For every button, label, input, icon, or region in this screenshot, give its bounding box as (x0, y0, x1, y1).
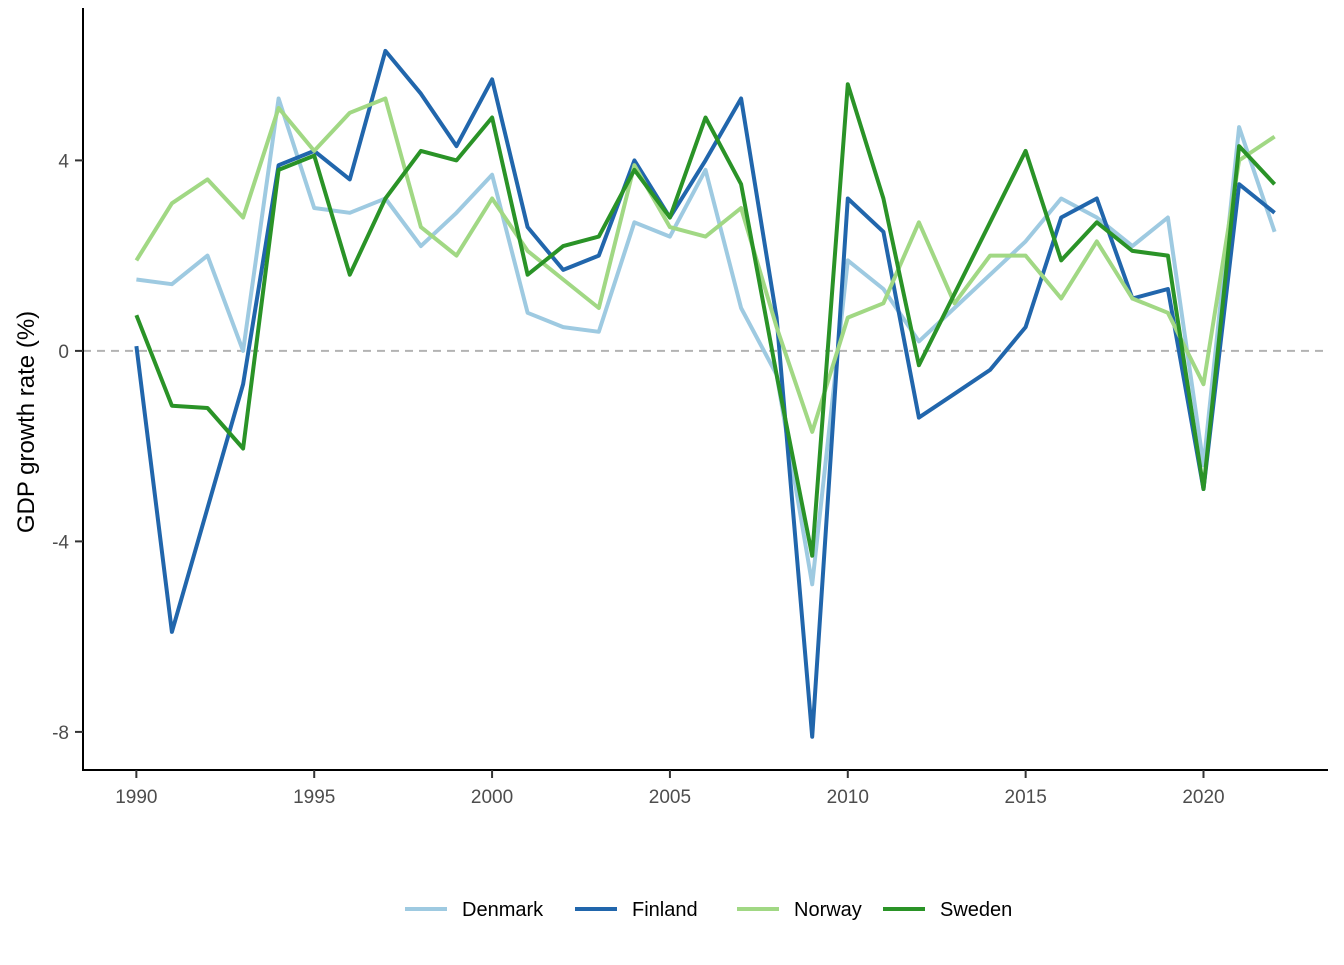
series-layer (134, 48, 1277, 739)
series-line-denmark (136, 96, 1277, 587)
y-tick-label: 4 (58, 151, 69, 172)
y-tick-label: 0 (58, 342, 69, 363)
series-line-norway (134, 96, 1276, 434)
legend: Denmark Finland Norway Sweden (405, 899, 1012, 921)
axis-layer: 1990 1995 2000 2005 2010 2015 2020 -8 -4 0 4 (52, 8, 1328, 808)
x-tick-label: 2020 (1182, 787, 1224, 808)
x-tick-label: 1990 (115, 787, 157, 808)
x-tick-label: 2015 (1005, 787, 1047, 808)
legend-label-denmark: Denmark (462, 899, 544, 921)
y-tick-label: -8 (52, 723, 69, 744)
x-tick-label: 2005 (649, 787, 691, 808)
y-tick-label: -4 (52, 532, 69, 553)
x-tick-label: 2000 (471, 787, 513, 808)
y-axis-title: GDP growth rate (%) (13, 311, 40, 533)
legend-label-norway: Norway (794, 899, 862, 921)
series-line-finland (134, 48, 1276, 739)
x-tick-label: 2010 (827, 787, 869, 808)
legend-label-finland: Finland (632, 899, 698, 921)
x-tick-label: 1995 (293, 787, 335, 808)
legend-label-sweden: Sweden (940, 899, 1012, 921)
series-line-sweden (134, 82, 1277, 558)
